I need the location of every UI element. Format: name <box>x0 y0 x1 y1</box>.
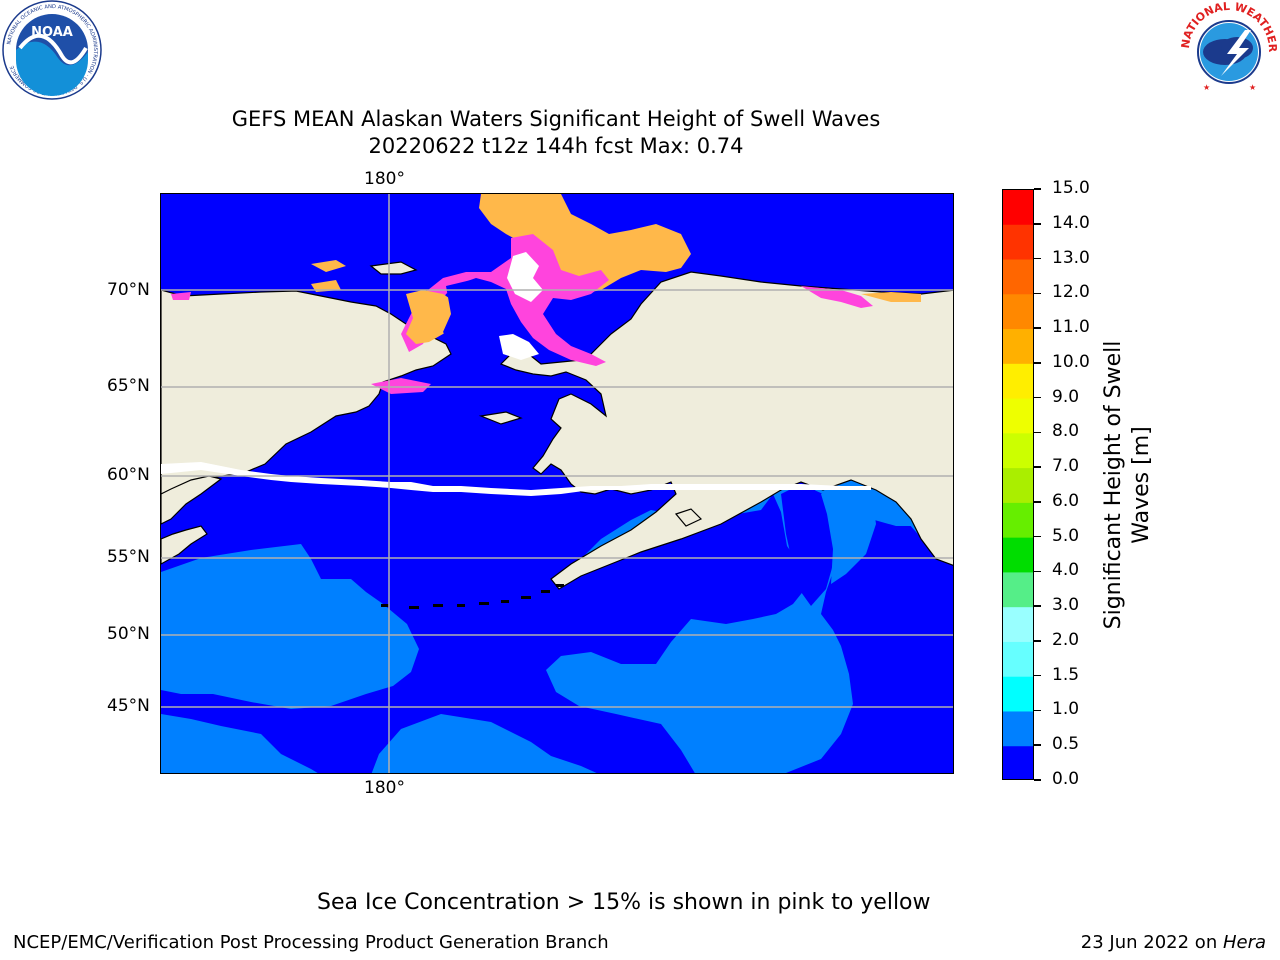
colorbar-bin <box>1003 746 1033 779</box>
lon-label-top: 180° <box>364 169 405 189</box>
lat-label-55: 55°N <box>107 547 150 567</box>
colorbar-tick-label: 6.0 <box>1052 490 1080 511</box>
colorbar-tick-label: 3.0 <box>1052 595 1080 616</box>
colorbar-bins <box>1003 190 1033 779</box>
sea-ice-note: Sea Ice Concentration > 15% is shown in … <box>317 890 931 915</box>
colorbar-bin <box>1003 224 1033 261</box>
colorbar-label-line1: Significant Height of Swell <box>1101 340 1126 630</box>
colorbar-bin <box>1003 502 1033 539</box>
colorbar-tick-mark <box>1034 431 1041 434</box>
colorbar-bin <box>1003 190 1033 226</box>
colorbar-tick-label: 12.0 <box>1052 282 1090 303</box>
footer-date: 23 Jun 2022 on Hera <box>1081 932 1266 953</box>
colorbar-bin <box>1003 468 1033 504</box>
colorbar-bin <box>1003 711 1033 747</box>
noaa-logo: NATIONAL OCEANIC AND ATMOSPHERIC ADMINIS… <box>0 0 104 100</box>
colorbar-bin <box>1003 572 1033 608</box>
colorbar-bin <box>1003 363 1033 400</box>
colorbar-tick-mark <box>1034 605 1041 607</box>
sea-ice <box>171 194 921 394</box>
lat-label-65: 65°N <box>107 376 150 396</box>
map-canvas <box>161 194 953 773</box>
colorbar-label: Significant Height of Swell Waves [m] <box>1100 341 1156 630</box>
colorbar-tick-label: 1.0 <box>1052 699 1080 720</box>
colorbar-tick-mark <box>1034 674 1041 677</box>
colorbar-tick-label: 1.5 <box>1052 664 1080 685</box>
lat-label-60: 60°N <box>107 465 150 485</box>
nws-logo: NATIONAL WEATHER SERVICE ★ ★ <box>1173 0 1280 100</box>
colorbar-bin <box>1003 259 1033 295</box>
footer-date-text: 23 Jun 2022 on <box>1080 932 1223 953</box>
colorbar-tick-mark <box>1034 709 1041 712</box>
colorbar-tick-label: 13.0 <box>1052 247 1090 268</box>
svg-text:★: ★ <box>1249 83 1256 92</box>
colorbar-tick-mark <box>1034 744 1041 746</box>
colorbar-tick-mark <box>1034 779 1041 781</box>
colorbar-tick-mark <box>1034 223 1041 225</box>
colorbar-tick-mark <box>1034 292 1041 295</box>
colorbar-tick-mark <box>1034 535 1041 538</box>
noaa-logo-text: NOAA <box>31 25 73 40</box>
footer-credit: NCEP/EMC/Verification Post Processing Pr… <box>13 932 609 953</box>
colorbar-tick-label: 5.0 <box>1052 525 1080 546</box>
colorbar-bin <box>1003 641 1033 678</box>
lon-label-bottom: 180° <box>364 778 405 798</box>
colorbar-tick-label: 4.0 <box>1052 560 1080 581</box>
colorbar-tick-label: 8.0 <box>1052 421 1080 442</box>
colorbar-bin <box>1003 607 1033 643</box>
colorbar-tick-label: 14.0 <box>1052 212 1090 233</box>
lat-label-45: 45°N <box>107 696 150 716</box>
colorbar-tick-mark <box>1034 188 1041 190</box>
lat-label-70: 70°N <box>107 280 150 300</box>
colorbar-tick-label: 15.0 <box>1052 178 1090 198</box>
colorbar-tick-label: 7.0 <box>1052 456 1080 477</box>
colorbar-tick-label: 9.0 <box>1052 386 1080 407</box>
svg-text:★: ★ <box>1203 83 1210 92</box>
colorbar-tick-label: 10.0 <box>1052 351 1090 372</box>
colorbar-bin <box>1003 294 1033 330</box>
colorbar-tick-label: 2.0 <box>1052 629 1080 650</box>
colorbar-bin <box>1003 398 1033 434</box>
colorbar-tick-mark <box>1034 257 1041 260</box>
swell-height-map <box>160 193 954 774</box>
colorbar-label-line2: Waves [m] <box>1129 426 1154 544</box>
colorbar-bin <box>1003 329 1033 365</box>
colorbar-bin <box>1003 433 1033 469</box>
no-data-band <box>161 462 871 496</box>
colorbar-tick-mark <box>1034 501 1041 503</box>
colorbar-tick-mark <box>1034 396 1041 399</box>
colorbar-tick-mark <box>1034 570 1041 573</box>
footer-host: Hera <box>1222 932 1266 953</box>
colorbar <box>1002 189 1034 780</box>
colorbar-tick-mark <box>1034 362 1041 364</box>
colorbar-tick-label: 0.0 <box>1052 769 1080 789</box>
lat-label-50: 50°N <box>107 624 150 644</box>
colorbar-tick-label: 11.0 <box>1052 317 1090 338</box>
land <box>161 261 953 590</box>
colorbar-bin <box>1003 676 1033 712</box>
chart-title: GEFS MEAN Alaskan Waters Significant Hei… <box>231 107 881 131</box>
colorbar-bin <box>1003 537 1033 573</box>
aleutian-islands <box>381 584 564 609</box>
colorbar-tick-label: 0.5 <box>1052 734 1080 755</box>
chart-subtitle: 20220622 t12z 144h fcst Max: 0.74 <box>368 134 744 158</box>
graticule <box>161 194 953 773</box>
colorbar-tick-mark <box>1034 640 1041 642</box>
colorbar-tick-mark <box>1034 466 1041 468</box>
colorbar-tick-mark <box>1034 327 1041 329</box>
